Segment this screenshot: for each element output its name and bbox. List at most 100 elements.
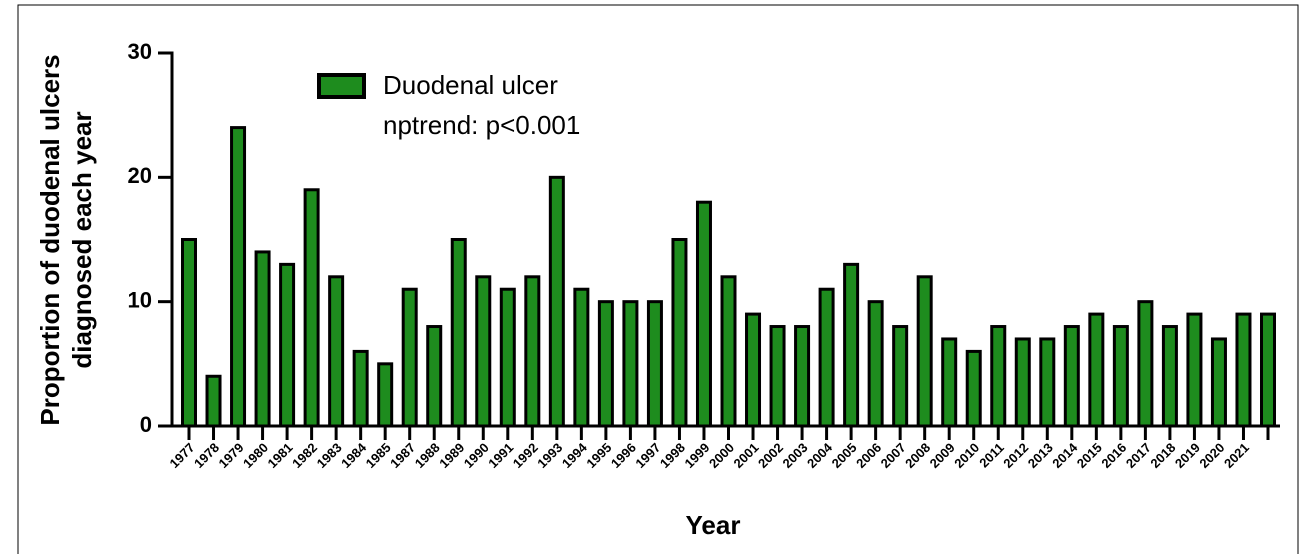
x-tick-label: 2012	[1000, 440, 1031, 471]
x-tick-label: 2006	[853, 440, 884, 471]
x-tick-label: 2003	[780, 440, 811, 471]
x-tick-label: 2017	[1123, 440, 1154, 471]
bar	[965, 349, 982, 428]
bar	[1235, 312, 1252, 428]
bar	[597, 300, 614, 428]
x-tick-label: 2020	[1196, 440, 1227, 471]
bar	[990, 325, 1007, 428]
bar	[377, 362, 394, 428]
x-tick-label: 1979	[216, 440, 247, 471]
x-tick-label: 2013	[1025, 440, 1056, 471]
bar	[941, 337, 958, 428]
x-tick-label: 2011	[976, 440, 1007, 471]
x-tick-label: 2019	[1172, 440, 1203, 471]
x-tick-label: 2010	[951, 440, 982, 471]
y-tick-label: 0	[140, 412, 152, 437]
annotation: nptrend: p<0.001	[383, 110, 580, 140]
bar	[1186, 312, 1203, 428]
bar	[303, 188, 320, 428]
x-tick-label: 2018	[1147, 440, 1178, 471]
frame	[17, 4, 1299, 554]
bar	[671, 238, 688, 428]
x-tick-label: 2002	[755, 440, 786, 471]
bar	[745, 312, 762, 428]
bar	[1088, 312, 1105, 428]
bar	[720, 275, 737, 428]
bar	[279, 262, 296, 428]
bar	[1260, 312, 1276, 428]
y-axis-label-line: diagnosed each year	[67, 111, 97, 368]
x-tick-label: 1988	[412, 440, 443, 471]
x-tick-label: 2021	[1221, 440, 1252, 471]
legend-label: Duodenal ulcer	[383, 70, 558, 100]
x-tick-label: 2005	[829, 440, 860, 471]
bar	[1063, 325, 1080, 428]
x-tick-label: 1977	[166, 440, 197, 471]
bar	[794, 325, 811, 428]
bar	[205, 374, 222, 428]
x-tick-label: 1980	[240, 440, 271, 471]
x-tick-label: 1984	[338, 439, 370, 471]
x-tick-label: 2015	[1074, 440, 1105, 471]
y-axis-label: Proportion of duodenal ulcers diagnosed …	[35, 54, 97, 425]
bar	[892, 325, 909, 428]
y-tick-label: 30	[128, 39, 152, 64]
x-tick-label: 1987	[387, 440, 418, 471]
bar	[475, 275, 492, 428]
bar	[450, 238, 467, 428]
x-tick-label: 1981	[265, 440, 296, 471]
x-tick-label: 1985	[363, 440, 394, 471]
x-tick-label: 1993	[534, 440, 565, 471]
x-tick-label: 2000	[706, 440, 737, 471]
bar	[401, 287, 418, 428]
x-tick-label: 1989	[436, 440, 467, 471]
bar	[524, 275, 541, 428]
bar	[328, 275, 345, 428]
bar	[181, 238, 197, 428]
x-tick-label: 2016	[1098, 440, 1129, 471]
bar	[426, 325, 443, 428]
x-tick-label: 1983	[314, 440, 345, 471]
bar	[499, 287, 516, 428]
bar	[818, 287, 835, 428]
x-tick-label: 2007	[878, 440, 909, 471]
bar	[1137, 300, 1154, 428]
x-tick-label: 1999	[681, 440, 712, 471]
bar	[1161, 325, 1178, 428]
x-tick-label: 2001	[731, 440, 762, 471]
bar	[769, 325, 786, 428]
bar	[352, 349, 369, 428]
bar	[843, 262, 860, 428]
bar	[1014, 337, 1031, 428]
bar	[867, 300, 884, 428]
bar	[1039, 337, 1056, 428]
bar	[622, 300, 639, 428]
bar	[254, 250, 271, 428]
bar	[1112, 325, 1129, 428]
bar	[573, 287, 590, 428]
bar	[1210, 337, 1227, 428]
bar	[548, 175, 565, 428]
x-tick-label: 1994	[559, 439, 591, 471]
x-tick-label: 1996	[608, 440, 639, 471]
x-tick-label: 2008	[902, 440, 933, 471]
x-tick-label: 1992	[510, 440, 541, 471]
x-tick-label: 1991	[485, 440, 516, 471]
bar	[230, 126, 247, 428]
bar	[695, 200, 712, 428]
x-tick-label: 1995	[583, 440, 614, 471]
x-tick-label: 2009	[927, 440, 958, 471]
x-tick-label: 1978	[191, 440, 222, 471]
y-axis-label-line: Proportion of duodenal ulcers	[35, 54, 65, 425]
x-tick-label: 1982	[289, 440, 320, 471]
legend-swatch	[317, 73, 366, 99]
x-axis-label: Year	[686, 510, 741, 540]
x-tick-label: 1997	[632, 440, 663, 471]
y-tick-label: 20	[128, 163, 152, 188]
bar	[646, 300, 663, 428]
x-tick-label: 1998	[657, 440, 688, 471]
x-tick-label: 2004	[804, 439, 836, 471]
y-tick-label: 10	[128, 287, 152, 312]
x-tick-label: 1990	[461, 440, 492, 471]
